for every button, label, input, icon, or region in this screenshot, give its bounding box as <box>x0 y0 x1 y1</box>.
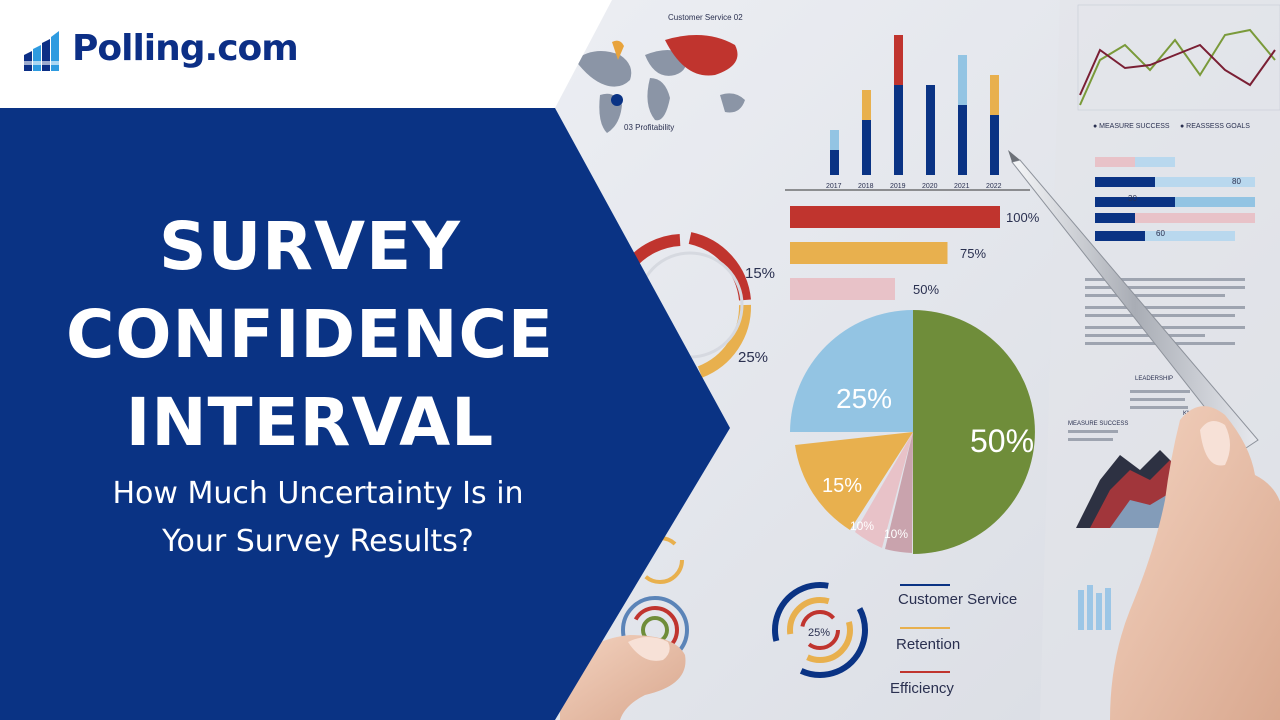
svg-text:50%: 50% <box>970 423 1034 459</box>
photo-hbar <box>790 242 948 264</box>
year-label: 2018 <box>858 183 874 190</box>
subtitle-line-1: How Much Uncertainty Is in <box>112 476 524 511</box>
photo-bar <box>990 115 999 175</box>
svg-text:● MEASURE SUCCESS: ● MEASURE SUCCESS <box>1093 123 1170 130</box>
title-line-2: CONFIDENCE <box>65 296 555 373</box>
svg-text:Efficiency: Efficiency <box>890 680 954 697</box>
brand-name: Polling.com <box>72 27 299 69</box>
svg-text:10%: 10% <box>850 519 874 533</box>
svg-text:10%: 10% <box>884 527 908 541</box>
svg-text:25%: 25% <box>738 349 768 366</box>
page-subtitle: How Much Uncertainty Is in Your Survey R… <box>0 470 636 566</box>
svg-text:60: 60 <box>1156 229 1165 238</box>
photo-hbar <box>790 278 895 300</box>
pie-chart-icon <box>790 310 1035 554</box>
pen-icon <box>1008 150 1259 453</box>
photo-hbar <box>790 206 1000 228</box>
svg-text:03 Profitability: 03 Profitability <box>624 123 674 132</box>
title-line-1: SURVEY <box>159 208 461 285</box>
page-title: SURVEY CONFIDENCE INTERVAL <box>0 203 620 467</box>
year-label: 2022 <box>986 183 1002 190</box>
svg-text:Customer Service: Customer Service <box>898 591 1017 608</box>
photo-bar <box>894 85 903 175</box>
year-label: 2017 <box>826 183 842 190</box>
svg-text:15%: 15% <box>822 475 862 497</box>
svg-text:80: 80 <box>1232 177 1241 186</box>
bar-chart-icon: 2017 2018 2019 2020 2021 2022 <box>826 35 1002 190</box>
year-label: 2020 <box>922 183 938 190</box>
photo-bar <box>958 105 967 175</box>
svg-text:25%: 25% <box>836 383 892 414</box>
svg-text:● REASSESS GOALS: ● REASSESS GOALS <box>1180 123 1250 130</box>
year-label: 2019 <box>890 183 906 190</box>
mini-bar-chart <box>1078 585 1111 630</box>
subtitle-line-2: Your Survey Results? <box>162 524 474 559</box>
svg-text:LEADERSHIP: LEADERSHIP <box>1135 376 1173 382</box>
line-chart-icon <box>1077 4 1280 111</box>
cycle-diagram <box>772 582 950 678</box>
horizontal-bar-chart <box>790 206 1000 300</box>
svg-text:MEASURE SUCCESS: MEASURE SUCCESS <box>1068 421 1128 427</box>
photo-bar <box>862 120 871 175</box>
progress-bars <box>1095 157 1255 241</box>
title-line-3: INTERVAL <box>125 384 495 461</box>
svg-text:Retention: Retention <box>896 636 960 653</box>
logo-bars-icon <box>24 31 59 71</box>
svg-text:25%: 25% <box>808 627 830 639</box>
photo-bar <box>926 85 935 175</box>
photo-bar <box>830 150 839 175</box>
svg-text:30: 30 <box>1128 194 1137 203</box>
svg-text:100%: 100% <box>1006 210 1040 225</box>
svg-text:15%: 15% <box>745 265 775 282</box>
svg-text:75%: 75% <box>960 246 986 261</box>
svg-text:Customer Service 02: Customer Service 02 <box>668 13 743 22</box>
brand-logo[interactable]: Polling.com <box>22 22 299 74</box>
year-label: 2021 <box>954 183 970 190</box>
svg-text:50%: 50% <box>913 282 939 297</box>
world-map-icon <box>575 35 745 133</box>
